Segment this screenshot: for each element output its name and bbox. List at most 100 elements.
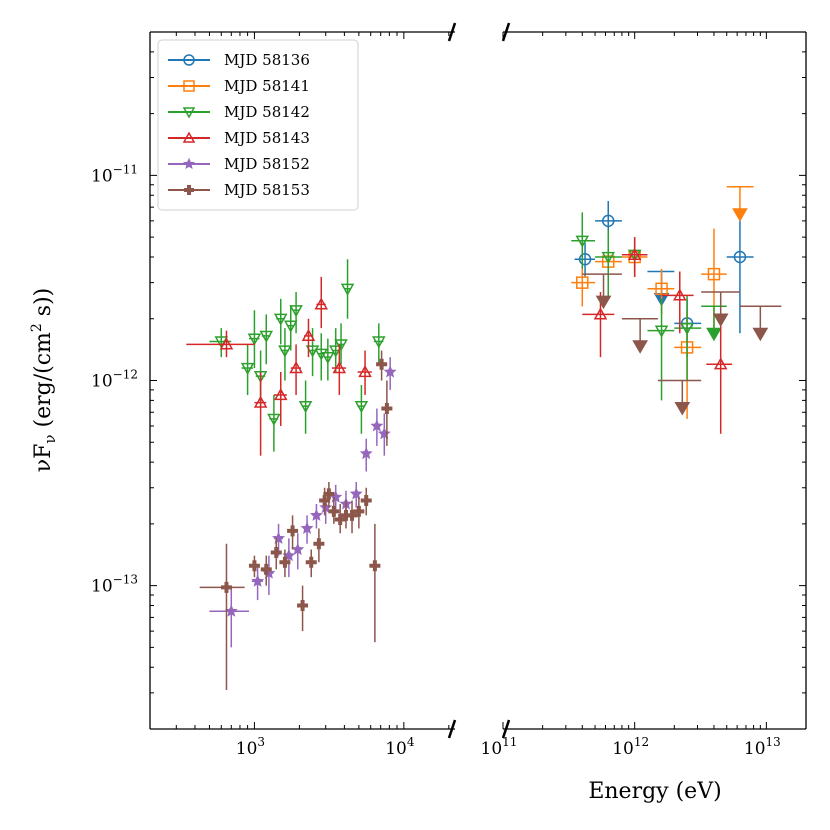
plus-marker [369, 560, 381, 572]
plus-marker [260, 563, 272, 575]
data-point [199, 543, 245, 690]
triangle-down-marker [340, 283, 355, 296]
triangle-down-marker [575, 235, 590, 248]
triangle-up-marker [219, 337, 234, 350]
triangle-up-marker [713, 357, 728, 370]
triangle-up-marker [289, 361, 303, 374]
data-point [273, 372, 288, 427]
data-point [349, 482, 363, 508]
legend-label: MJD 58152 [224, 155, 310, 173]
data-point [340, 259, 355, 319]
data-point [661, 271, 694, 334]
frame-layer [149, 22, 807, 739]
triangle-down-marker [240, 362, 255, 376]
x-tick-label: 103 [236, 735, 265, 759]
plus-marker [287, 525, 299, 537]
x-tick-label: 1011 [481, 735, 518, 759]
legend-entry: MJD 58142 [168, 103, 310, 121]
data-point [273, 298, 288, 345]
triangle-down-marker [601, 251, 616, 265]
data-point [298, 380, 313, 434]
x-tick-label: 1013 [744, 735, 781, 759]
star-marker [319, 500, 333, 514]
triangle-up-marker [182, 131, 196, 143]
y-tick-label: 10−13 [91, 573, 138, 597]
triangle-down-marker [305, 345, 320, 358]
plus-marker [328, 505, 340, 517]
x-tick-label: 104 [385, 735, 415, 759]
triangle-down-marker [289, 305, 303, 318]
series-mjd-58143 [186, 237, 733, 456]
data-point [357, 350, 372, 395]
legend-label: MJD 58142 [224, 103, 310, 121]
data-layer [186, 186, 782, 690]
data-point [370, 408, 384, 446]
data-point [376, 350, 388, 381]
data-point [582, 292, 615, 358]
upper-limit-arrow [706, 327, 722, 342]
upper-limit-point [701, 291, 740, 328]
triangle-down-marker [253, 371, 268, 384]
circle-marker [602, 214, 615, 228]
upper-limit-point [621, 318, 658, 354]
plus-marker [220, 581, 232, 593]
star-marker [251, 574, 265, 587]
data-point [300, 515, 314, 544]
x-axis-label: Energy (eV) [588, 779, 721, 804]
star-marker [224, 604, 238, 617]
triangle-up-marker [593, 307, 608, 320]
data-point [334, 503, 346, 534]
data-point [321, 338, 335, 381]
data-point [313, 528, 325, 563]
data-point [571, 212, 596, 269]
data-point [354, 385, 369, 434]
triangle-down-marker [654, 325, 669, 338]
upper-limit-arrow [752, 327, 769, 342]
data-point [346, 500, 358, 534]
triangle-down-marker [372, 336, 386, 349]
data-point [383, 357, 397, 390]
series-mjd-58136 [574, 201, 754, 358]
data-point [289, 292, 303, 334]
data-point [360, 487, 372, 516]
plus-marker [270, 547, 282, 559]
star-marker [272, 531, 286, 544]
data-point [328, 328, 343, 373]
data-point [267, 394, 281, 452]
data-point [331, 344, 347, 395]
series-mjd-58153 [199, 273, 782, 690]
upper-limit-point [739, 305, 782, 342]
data-point [297, 585, 309, 632]
legend-entry: MJD 58153 [168, 181, 310, 199]
star-marker [349, 487, 363, 500]
upper-limit-point [701, 305, 727, 342]
data-point [726, 217, 754, 334]
plus-marker [353, 505, 365, 517]
data-point [259, 314, 274, 365]
legend-label: MJD 58136 [224, 51, 310, 69]
upper-limit-arrow [732, 208, 748, 222]
triangle-down-marker [680, 322, 694, 336]
data-point [309, 503, 323, 529]
upper-limit-arrow [712, 313, 729, 328]
triangle-down-marker [273, 313, 288, 326]
data-point [262, 555, 276, 596]
triangle-down-marker [328, 345, 343, 358]
plus-marker [313, 538, 325, 550]
star-marker [370, 419, 384, 432]
data-point [595, 230, 622, 299]
triangle-down-marker [321, 351, 335, 365]
legend-entry: MJD 58152 [168, 155, 310, 173]
plus-marker [334, 514, 346, 526]
data-point [251, 565, 265, 601]
data-point [186, 330, 255, 358]
data-point [574, 242, 596, 277]
triangle-up-marker [253, 395, 268, 408]
star-marker [300, 521, 314, 534]
plus-marker [279, 556, 291, 568]
data-point [248, 555, 260, 578]
data-point [621, 237, 648, 277]
data-point [314, 276, 329, 329]
star-marker [309, 508, 323, 521]
